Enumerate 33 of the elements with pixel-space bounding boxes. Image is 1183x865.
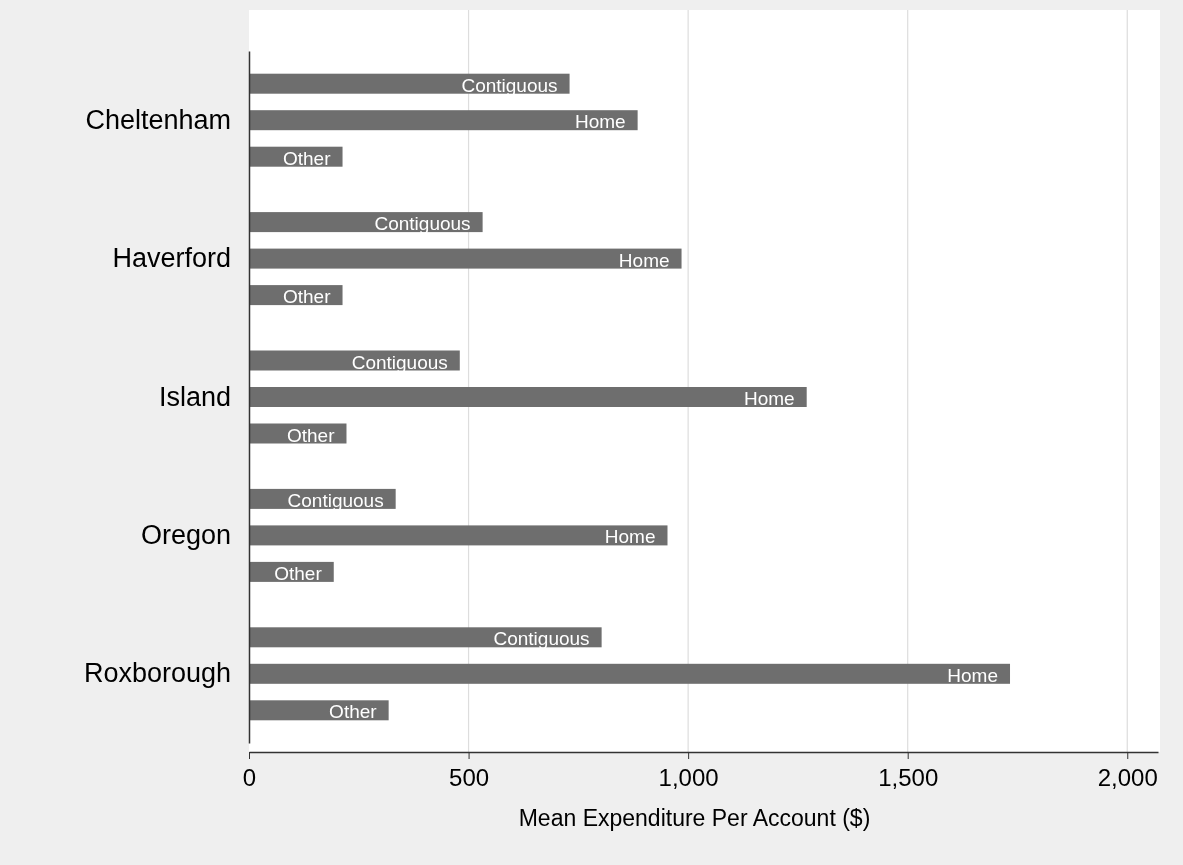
text: Other xyxy=(329,701,377,723)
series-label: Contiguous xyxy=(461,74,558,96)
y-tick-label: Island xyxy=(158,381,231,412)
text: Home xyxy=(947,664,999,686)
series-label: Other xyxy=(283,147,332,169)
bar xyxy=(249,248,682,269)
text: Other xyxy=(286,424,335,446)
y-tick-label: Roxborough xyxy=(83,658,231,689)
x-axis-title: Mean Expenditure Per Account ($) xyxy=(518,805,871,831)
bar xyxy=(249,627,602,648)
text: Other xyxy=(283,286,331,308)
bar xyxy=(249,663,1011,684)
text: Home xyxy=(604,526,656,548)
x-tick-label: 500 xyxy=(449,764,490,791)
x-tick-label: 1,000 xyxy=(658,764,719,791)
text: Contiguous xyxy=(351,351,448,373)
text: Contiguous xyxy=(287,489,384,511)
x-tick-label: 2,000 xyxy=(1097,764,1158,791)
x-tick-label: 0 xyxy=(242,764,257,791)
y-tick-label: Oregon xyxy=(140,520,231,551)
text: Other xyxy=(274,562,322,584)
text: Home xyxy=(618,249,670,271)
bar xyxy=(249,110,638,131)
y-tick-label: Haverford xyxy=(112,243,231,274)
text: Contiguous xyxy=(374,213,471,235)
series-label: Home xyxy=(574,111,626,133)
text: Home xyxy=(744,388,795,409)
text: Contiguous xyxy=(493,628,590,650)
x-tick-label: 1,500 xyxy=(878,764,939,791)
bar xyxy=(249,525,668,546)
bar xyxy=(249,387,807,407)
y-tick-label: Cheltenham xyxy=(85,104,231,135)
bar xyxy=(249,73,570,94)
